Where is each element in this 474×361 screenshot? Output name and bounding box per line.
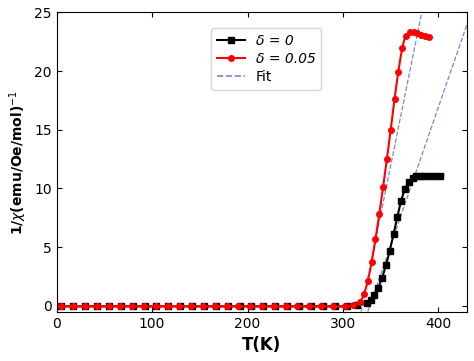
δ = 0 [432,173,438,178]
Line: δ = 0: δ = 0 [59,173,446,309]
δ = 0.05 [407,30,413,35]
δ = 0 [406,180,412,184]
δ = 0 [219,304,225,309]
δ = 0 [440,173,446,178]
Line: δ = 0.05: δ = 0.05 [59,29,432,309]
δ = 0.05 [426,35,432,39]
δ = 0.05 [165,304,171,309]
Legend: δ = 0, δ = 0.05, Fit: δ = 0, δ = 0.05, Fit [211,29,321,90]
δ = 0.05 [259,304,265,309]
δ = 0.05 [409,30,415,34]
δ = 0.05 [58,304,64,309]
δ = 0 [426,173,432,178]
Y-axis label: 1/$\chi$(emu/Oe/mol)$^{-1}$: 1/$\chi$(emu/Oe/mol)$^{-1}$ [7,90,28,235]
δ = 0 [410,176,416,180]
δ = 0 [383,263,389,268]
δ = 0.05 [324,304,330,309]
δ = 0.05 [123,304,129,309]
δ = 0.05 [112,304,118,309]
X-axis label: T(K): T(K) [242,336,282,354]
δ = 0 [58,304,64,309]
δ = 0 [130,304,136,309]
